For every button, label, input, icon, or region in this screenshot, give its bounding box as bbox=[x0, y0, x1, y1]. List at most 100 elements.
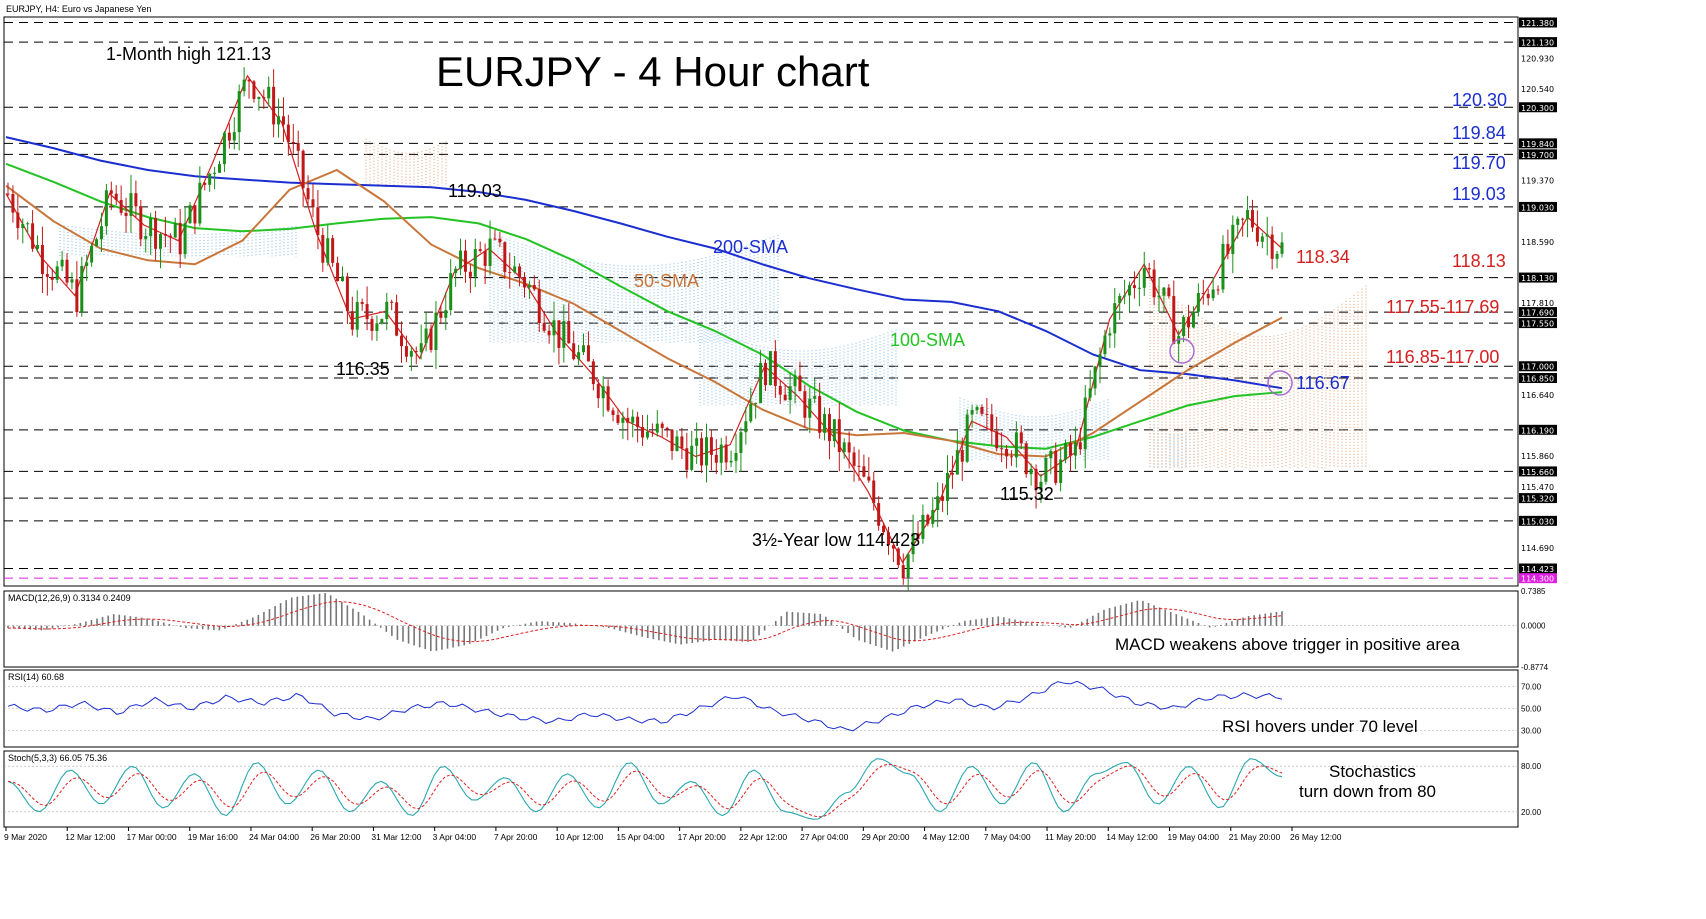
candle-body bbox=[626, 417, 630, 423]
level-tag bbox=[1519, 102, 1557, 113]
instrument-label: EURJPY, H4: Euro vs Japanese Yen bbox=[6, 4, 151, 14]
candle-body bbox=[316, 207, 320, 236]
annotation-116-35: 116.35 bbox=[336, 359, 390, 379]
candle-body bbox=[1009, 456, 1013, 458]
y-tick-label: 114.690 bbox=[1521, 544, 1554, 553]
y-tick-label: 119.840 bbox=[1521, 140, 1554, 149]
candle-body bbox=[1152, 269, 1156, 298]
candle-body bbox=[1241, 218, 1245, 220]
y-tick-label: 117.000 bbox=[1521, 363, 1554, 372]
level-tag bbox=[1519, 373, 1557, 384]
candle-body bbox=[277, 116, 281, 125]
candle-body bbox=[803, 391, 807, 418]
candle-body bbox=[1049, 450, 1053, 459]
price-gridlines bbox=[4, 21, 1518, 579]
candle-body bbox=[257, 97, 261, 99]
candle-body bbox=[655, 423, 659, 433]
y-tick-label: 115.320 bbox=[1521, 495, 1554, 504]
candle-body bbox=[65, 259, 69, 283]
candle-body bbox=[995, 431, 999, 449]
candle-body bbox=[867, 476, 871, 481]
x-tick-label: 12 Mar 12:00 bbox=[65, 832, 115, 842]
candle-body bbox=[321, 235, 325, 263]
candle-body bbox=[1147, 268, 1151, 270]
candle-body bbox=[695, 438, 699, 446]
candle-body bbox=[158, 234, 162, 249]
candle-body bbox=[749, 403, 753, 422]
candle-body bbox=[1167, 287, 1171, 297]
macd-histogram bbox=[4, 592, 1518, 652]
candle-body bbox=[709, 437, 713, 455]
candle-body bbox=[26, 223, 30, 225]
candle-body bbox=[218, 164, 222, 173]
candle-body bbox=[50, 276, 54, 280]
candle-body bbox=[896, 548, 900, 566]
candle-body bbox=[1211, 289, 1215, 299]
candle-body bbox=[808, 398, 812, 418]
series-50-sma bbox=[5, 168, 1283, 458]
candle-body bbox=[21, 223, 25, 229]
candle-body bbox=[55, 266, 59, 280]
candle-body bbox=[1255, 227, 1259, 242]
x-tick-label: 24 Mar 04:00 bbox=[249, 832, 299, 842]
candle-body bbox=[114, 193, 118, 201]
y-tick-label: 117.690 bbox=[1521, 309, 1554, 318]
level-tag bbox=[1519, 563, 1557, 574]
x-tick-label: 9 Mar 2020 bbox=[4, 832, 47, 842]
crossover-circle-1 bbox=[1169, 338, 1195, 364]
candle-body bbox=[1270, 234, 1274, 259]
candle-body bbox=[1162, 287, 1166, 296]
y-tick-label: 114.423 bbox=[1521, 565, 1554, 574]
candle-body bbox=[60, 259, 64, 267]
candle-body bbox=[45, 274, 49, 277]
candle-body bbox=[134, 193, 138, 207]
candle-body bbox=[596, 384, 600, 399]
candle-body bbox=[385, 301, 389, 320]
candle-body bbox=[1078, 442, 1082, 450]
y-tick-label: 115.470 bbox=[1521, 483, 1554, 492]
candle-body bbox=[213, 172, 217, 174]
candle-body bbox=[404, 346, 408, 357]
candle-body bbox=[331, 238, 335, 263]
x-tick-label: 7 May 04:00 bbox=[984, 832, 1031, 842]
candle-body bbox=[1019, 432, 1023, 444]
candle-body bbox=[862, 466, 866, 477]
chart-title: EURJPY - 4 Hour chart bbox=[436, 48, 870, 95]
candle-body bbox=[419, 343, 423, 352]
candle-body bbox=[468, 271, 472, 277]
macd-label: MACD(12,26,9) 0.3134 0.2409 bbox=[8, 593, 131, 603]
candle-body bbox=[444, 310, 448, 318]
candle-body bbox=[267, 86, 271, 99]
candle-body bbox=[1206, 293, 1210, 299]
candle-body bbox=[527, 285, 531, 288]
candle-body bbox=[960, 450, 964, 462]
candle-body bbox=[6, 193, 10, 195]
candle-body bbox=[537, 289, 541, 324]
candle-body bbox=[882, 525, 886, 533]
candle-body bbox=[311, 199, 315, 208]
candle-body bbox=[242, 79, 246, 92]
x-tick-label: 29 Apr 20:00 bbox=[861, 832, 909, 842]
candle-body bbox=[296, 143, 300, 151]
level-tag bbox=[1519, 318, 1557, 329]
stoch-tick-label: 20.00 bbox=[1521, 808, 1542, 817]
candle-body bbox=[1157, 295, 1161, 298]
candle-body bbox=[463, 250, 467, 272]
x-tick-label: 10 Apr 12:00 bbox=[555, 832, 603, 842]
candle-body bbox=[154, 217, 158, 249]
x-tick-label: 7 Apr 20:00 bbox=[494, 832, 538, 842]
level-118-34: 118.34 bbox=[1296, 247, 1350, 267]
level-tag bbox=[1519, 424, 1557, 435]
candle-body bbox=[1187, 316, 1191, 328]
candle-body bbox=[606, 386, 610, 411]
stoch-label: Stoch(5,3,3) 66.05 75.36 bbox=[8, 753, 107, 763]
candle-body bbox=[301, 150, 305, 189]
candle-body bbox=[641, 427, 645, 438]
candle-body bbox=[724, 444, 728, 463]
y-tick-label: 118.590 bbox=[1521, 238, 1554, 247]
candle-body bbox=[567, 321, 571, 344]
macd-signal-line bbox=[8, 601, 1283, 643]
label-50-sma: 50-SMA bbox=[634, 271, 699, 291]
macd-panel-frame bbox=[3, 590, 1519, 668]
candle-body bbox=[591, 361, 595, 385]
